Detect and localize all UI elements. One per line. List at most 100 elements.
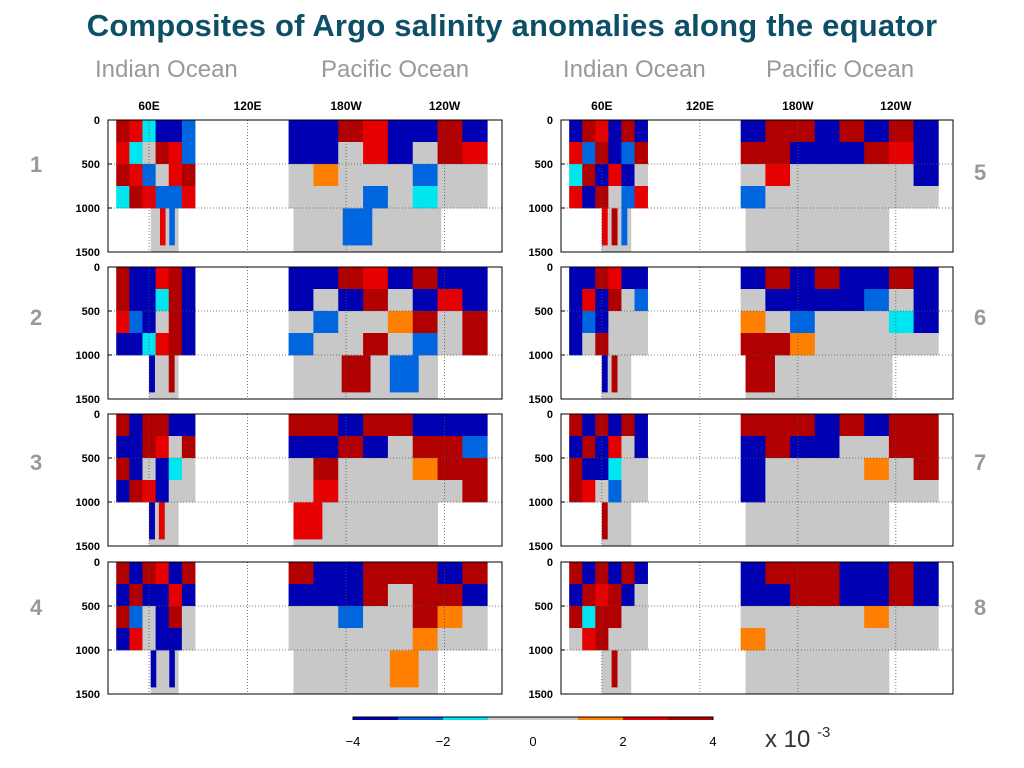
heatmap-cell (913, 606, 939, 629)
heatmap-cell (363, 333, 389, 356)
heatmap-cell (740, 562, 766, 585)
heatmap-cell (363, 458, 389, 481)
x-tick-label: 120W (880, 99, 912, 113)
heatmap-cell (288, 333, 314, 356)
heatmap-cell (814, 311, 840, 334)
heatmap-cell (129, 606, 143, 629)
heatmap-cell (412, 333, 438, 356)
heatmap-cell (740, 289, 766, 312)
heatmap-cell (740, 414, 766, 437)
heatmap-cell (790, 186, 816, 209)
heatmap-cell (888, 606, 914, 629)
heatmap-cell (462, 164, 488, 187)
heatmap-cell (338, 458, 364, 481)
heatmap-cell (142, 186, 157, 209)
heatmap-cell (168, 562, 183, 585)
heatmap-cell (765, 584, 791, 607)
heatmap-cell (412, 628, 438, 651)
heatmap-cell (790, 414, 816, 437)
heatmap-cell (181, 186, 196, 209)
y-tick-label: 1000 (76, 350, 100, 362)
deep-strip (158, 502, 165, 540)
y-tick-label: 1000 (76, 497, 100, 509)
heatmap-cell (790, 333, 816, 356)
heatmap-cell (338, 186, 364, 209)
panel-7: 0 500 1000 1500 (529, 409, 954, 553)
heatmap-cell (437, 333, 463, 356)
y-tick-label: 0 (547, 557, 553, 569)
heatmap-cell (888, 458, 914, 481)
heatmap-cell (839, 142, 865, 165)
heatmap-cell (363, 289, 389, 312)
y-tick-label: 0 (547, 409, 553, 421)
heatmap-cell (338, 289, 364, 312)
heatmap-cell (181, 164, 196, 187)
heatmap-cell (608, 267, 622, 290)
heatmap-cell (462, 584, 488, 607)
heatmap-cell (814, 120, 840, 143)
heatmap-cell (790, 606, 816, 629)
panel-number-2: 2 (30, 305, 43, 330)
heatmap-cell (913, 289, 939, 312)
deep-strip (611, 208, 618, 246)
heatmap-cell (765, 480, 791, 503)
heatmap-cell (116, 606, 130, 629)
heatmap-cell (888, 562, 914, 585)
heatmap-cell (634, 628, 648, 651)
heatmap-cell (634, 311, 648, 334)
heatmap-cell (595, 414, 609, 437)
heatmap-cell (814, 606, 840, 629)
heatmap-cell (634, 142, 648, 165)
heatmap-cell (412, 480, 438, 503)
heatmap-cell (839, 120, 865, 143)
heatmap-cell (462, 458, 488, 481)
heatmap-cell (129, 333, 143, 356)
heatmap-cell (814, 480, 840, 503)
y-tick-label: 500 (535, 306, 553, 318)
heatmap-cell (888, 584, 914, 607)
heatmap-cell (288, 267, 314, 290)
heatmap-cell (338, 606, 364, 629)
x-tick-label: 60E (591, 99, 612, 113)
heatmap-cell (437, 186, 463, 209)
heatmap-cell (864, 333, 890, 356)
heatmap-cell (181, 628, 196, 651)
heatmap-cell (913, 414, 939, 437)
heatmap-cell (888, 186, 914, 209)
heatmap-cell (387, 289, 414, 312)
heatmap-cell (595, 186, 609, 209)
heatmap-cell (168, 311, 183, 334)
heatmap-cell (913, 164, 939, 187)
heatmap-cell (888, 480, 914, 503)
deep-strip (341, 355, 371, 393)
y-tick-label: 0 (94, 409, 100, 421)
heatmap-cell (634, 333, 648, 356)
heatmap-cell (338, 311, 364, 334)
heatmap-cell (462, 480, 488, 503)
heatmap-cell (582, 562, 596, 585)
heatmap-cell (582, 333, 596, 356)
heatmap-cell (595, 267, 609, 290)
heatmap-cell (621, 436, 635, 459)
heatmap-cell (740, 311, 766, 334)
heatmap-cell (621, 458, 635, 481)
heatmap-cell (913, 142, 939, 165)
heatmap-cell (621, 267, 635, 290)
heatmap-cell (634, 480, 648, 503)
heatmap-cell (864, 120, 890, 143)
deep-strip (745, 355, 775, 393)
heatmap-cell (765, 289, 791, 312)
heatmap-cell (155, 289, 170, 312)
colorbar (352, 716, 714, 720)
heatmap-cell (116, 186, 130, 209)
heatmap-cell (142, 311, 157, 334)
heatmap-cell (569, 120, 583, 143)
heatmap-cell (412, 289, 438, 312)
heatmap-cell (142, 628, 157, 651)
panel-1: 0 500 1000 1500 60E 120E 180W 120W (76, 99, 503, 259)
heatmap-cell (412, 311, 438, 334)
heatmap-cell (608, 458, 622, 481)
panel-frame (107, 119, 503, 253)
heatmap-cell (288, 142, 314, 165)
heatmap-cell (621, 311, 635, 334)
